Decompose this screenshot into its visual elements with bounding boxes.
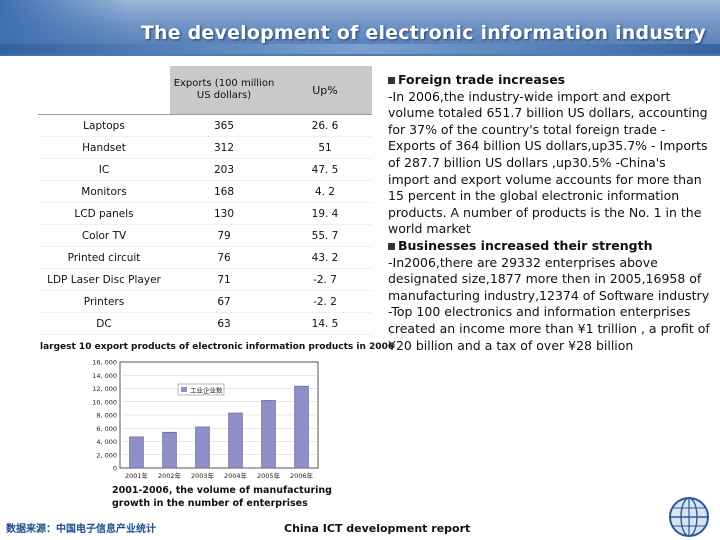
table-row: Printers 67 -2. 2 xyxy=(38,290,372,313)
product-name: DC xyxy=(38,312,170,335)
header-exports: Exports (100 million US dollars) xyxy=(170,66,278,115)
business-heading: Businesses increased their strength xyxy=(388,238,710,255)
product-name: IC xyxy=(38,158,170,181)
export-value: 67 xyxy=(170,290,278,313)
chart-caption-line1: 2001-2006, the volume of manufacturing xyxy=(112,485,332,496)
product-name: LDP Laser Disc Player xyxy=(38,268,170,291)
export-value: 63 xyxy=(170,312,278,335)
bar-2001年 xyxy=(129,436,144,469)
growth-value: 51 xyxy=(278,136,372,159)
growth-value: 55. 7 xyxy=(278,224,372,247)
product-name: Handset xyxy=(38,136,170,159)
chart-caption-line2: growth in the number of enterprises xyxy=(112,498,308,509)
table-row: LDP Laser Disc Player 71 -2. 7 xyxy=(38,268,372,291)
product-name: LCD panels xyxy=(38,202,170,225)
y-tick-label: 6, 000 xyxy=(96,425,117,433)
bar-2005年 xyxy=(261,400,276,469)
x-tick-label: 2002年 xyxy=(158,471,182,480)
report-credit: China ICT development report xyxy=(284,522,471,535)
title-banner: The development of electronic informatio… xyxy=(0,0,720,56)
growth-value: 4. 2 xyxy=(278,180,372,203)
table-caption: largest 10 export products of electronic… xyxy=(40,342,395,352)
exports-table: Exports (100 million US dollars) Up% Lap… xyxy=(38,66,372,335)
export-value: 76 xyxy=(170,246,278,269)
foreign-trade-paragraph: -In 2006,the industry-wide import and ex… xyxy=(388,88,708,237)
table-row: IC 203 47. 5 xyxy=(38,158,372,181)
y-tick-label: 0 xyxy=(113,465,117,473)
export-value: 71 xyxy=(170,268,278,291)
export-value: 79 xyxy=(170,224,278,247)
y-tick-label: 8, 000 xyxy=(96,412,117,420)
growth-value: 19. 4 xyxy=(278,202,372,225)
table-row: Handset 312 51 xyxy=(38,136,372,159)
foreign-trade-heading: Foreign trade increases xyxy=(388,72,710,89)
product-name: Printed circuit xyxy=(38,246,170,269)
table-row: Monitors 168 4. 2 xyxy=(38,180,372,203)
growth-value: -2. 2 xyxy=(278,290,372,313)
legend-box xyxy=(177,383,225,396)
bullet-square-icon xyxy=(388,76,395,84)
page-title: The development of electronic informatio… xyxy=(140,22,706,44)
header-up: Up% xyxy=(278,66,372,115)
export-value: 203 xyxy=(170,158,278,181)
y-tick-label: 14, 000 xyxy=(92,372,117,380)
business-paragraph: -In2006,there are 29332 enterprises abov… xyxy=(388,254,710,353)
bullet-square-icon xyxy=(388,242,395,250)
header-product xyxy=(38,66,170,115)
growth-value: 47. 5 xyxy=(278,158,372,181)
banner-band xyxy=(0,44,720,54)
bar-2004年 xyxy=(228,412,243,469)
growth-value: -2. 7 xyxy=(278,268,372,291)
x-tick-label: 2005年 xyxy=(257,471,281,480)
growth-value: 14. 5 xyxy=(278,312,372,335)
y-tick-label: 4, 000 xyxy=(96,438,117,446)
x-tick-label: 2001年 xyxy=(125,471,149,480)
y-tick-label: 2, 000 xyxy=(96,451,117,459)
y-tick-label: 16, 000 xyxy=(92,359,117,367)
product-name: Monitors xyxy=(38,180,170,203)
y-tick-label: 10, 000 xyxy=(92,398,117,406)
globe-icon xyxy=(669,497,709,537)
bar-2006年 xyxy=(294,385,309,469)
data-source-note: 数据来源：中国电子信息产业统计 xyxy=(6,524,156,535)
product-name: Laptops xyxy=(38,114,170,137)
table-header-row: Exports (100 million US dollars) Up% xyxy=(38,66,372,115)
legend-label: 工业企业数 xyxy=(190,386,223,395)
growth-value: 43. 2 xyxy=(278,246,372,269)
product-name: Color TV xyxy=(38,224,170,247)
x-tick-label: 2004年 xyxy=(224,471,248,480)
growth-value: 26. 6 xyxy=(278,114,372,137)
bar-2003年 xyxy=(195,426,210,469)
export-value: 365 xyxy=(170,114,278,137)
table-row: Color TV 79 55. 7 xyxy=(38,224,372,247)
table-row: LCD panels 130 19. 4 xyxy=(38,202,372,225)
x-tick-label: 2006年 xyxy=(290,471,314,480)
y-tick-label: 12, 000 xyxy=(92,385,117,393)
export-value: 168 xyxy=(170,180,278,203)
export-value: 130 xyxy=(170,202,278,225)
table-row: Laptops 365 26. 6 xyxy=(38,114,372,137)
export-value: 312 xyxy=(170,136,278,159)
legend-swatch xyxy=(181,387,187,392)
table-row: Printed circuit 76 43. 2 xyxy=(38,246,372,269)
chart-caption: 2001-2006, the volume of manufacturing g… xyxy=(112,484,332,510)
bar-2002年 xyxy=(162,431,177,469)
heading-text: Foreign trade increases xyxy=(398,72,566,87)
x-tick-label: 2003年 xyxy=(191,471,215,480)
table-row: DC 63 14. 5 xyxy=(38,312,372,335)
product-name: Printers xyxy=(38,290,170,313)
summary-panel: Foreign trade increases -In 2006,the ind… xyxy=(388,72,710,354)
heading-text: Businesses increased their strength xyxy=(398,237,653,253)
enterprise-count-chart: 16, 000 14, 000 12, 000 10, 000 8, 000 6, 000… xyxy=(92,359,319,480)
